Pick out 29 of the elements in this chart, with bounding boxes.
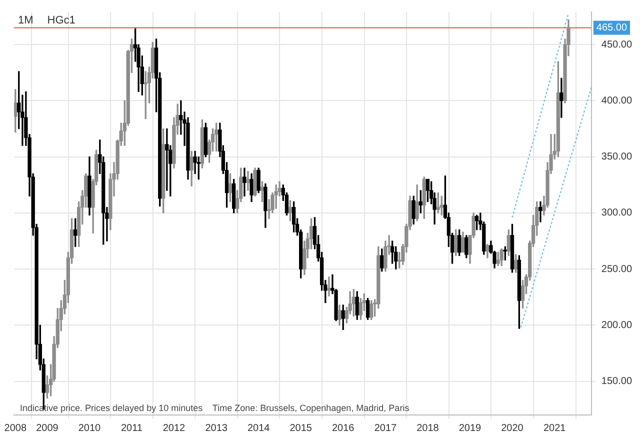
- candlestick: [560, 78, 564, 118]
- x-tick-label: 2021: [543, 422, 566, 434]
- x-tick-label: 2015: [290, 422, 312, 434]
- y-tick-label: 200.00: [601, 320, 632, 331]
- candlestick: [242, 168, 246, 196]
- chart-title: HGc1: [47, 14, 76, 27]
- x-tick-label: 2017: [374, 422, 398, 434]
- x-tick-label: 2020: [501, 422, 524, 434]
- chart-subtitle: 1M: [18, 14, 34, 27]
- annotation: Indicative price. Prices delayed by 10 minutes Time Zone: Brussels, Copenhagen, Madrid, Paris: [20, 402, 410, 413]
- x-tick-label: 2018: [416, 422, 440, 434]
- x-tick-label: 2016: [332, 422, 355, 434]
- candlestick: [246, 171, 250, 191]
- x-tick-label: 2009: [36, 422, 59, 434]
- candlestick: [538, 201, 542, 222]
- y-tick-label: 450.00: [601, 39, 632, 50]
- y-tick-label: 350.00: [601, 152, 632, 163]
- y-tick-label: 300.00: [601, 208, 632, 219]
- x-tick-label: 2008: [4, 422, 27, 434]
- x-tick-label: 2010: [78, 422, 102, 434]
- y-tick-label: 150.00: [601, 376, 632, 388]
- x-tick-label: 2013: [205, 422, 228, 434]
- ref-line-label: 465.00: [596, 22, 628, 34]
- x-tick-label: 2011: [120, 422, 143, 434]
- y-tick-label: 400.00: [601, 95, 632, 106]
- y-tick-label: 250.00: [601, 264, 632, 275]
- x-tick-label: 2019: [458, 422, 482, 434]
- x-tick-label: 2014: [247, 422, 270, 434]
- x-tick-label: 2012: [162, 422, 186, 434]
